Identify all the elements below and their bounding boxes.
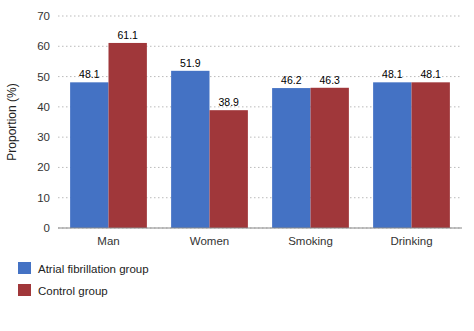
y-tick-label: 30	[37, 131, 50, 143]
y-tick-label: 40	[37, 101, 50, 113]
y-tick-label: 70	[37, 10, 50, 22]
legend: Atrial fibrillation group Control group	[18, 262, 149, 297]
data-label: 61.1	[117, 29, 138, 41]
y-tick-label: 60	[37, 40, 50, 52]
x-tick-label: Drinking	[390, 235, 432, 247]
data-label: 48.1	[420, 68, 441, 80]
legend-label: Atrial fibrillation group	[38, 263, 149, 275]
bar	[171, 71, 209, 228]
data-label: 38.9	[218, 96, 239, 108]
bar	[311, 88, 349, 228]
x-tick-label: Man	[97, 235, 119, 247]
x-tick-label: Women	[190, 235, 229, 247]
grid-line	[58, 228, 462, 229]
y-axis-label: Proportion (%)	[5, 83, 19, 160]
bar	[109, 43, 147, 228]
bar	[373, 82, 411, 228]
data-label: 48.1	[382, 68, 403, 80]
x-tick-label: Smoking	[288, 235, 333, 247]
legend-swatch	[18, 284, 31, 296]
data-label: 46.3	[319, 74, 340, 86]
grid	[58, 16, 462, 228]
data-label: 46.2	[281, 74, 302, 86]
y-tick-label: 0	[44, 222, 50, 234]
y-tick-label: 20	[37, 161, 50, 173]
bar	[70, 82, 108, 228]
x-axis-line	[58, 228, 462, 229]
bar	[210, 110, 248, 228]
bars	[70, 43, 450, 228]
chart: 0 10 20 30 40 50 60 70 Proportion (%) 48.1 51.9 46.…	[0, 0, 474, 331]
legend-swatch	[18, 262, 31, 274]
data-label: 51.9	[180, 57, 201, 69]
bar	[272, 88, 310, 228]
grid-line	[58, 16, 462, 17]
legend-label: Control group	[38, 285, 108, 297]
data-label: 48.1	[79, 68, 100, 80]
y-tick-label: 50	[37, 71, 50, 83]
bar	[412, 82, 450, 228]
y-tick-label: 10	[37, 192, 50, 204]
data-labels: 48.1 51.9 46.2 48.1 61.1 38.9 46.3 48.1	[79, 29, 441, 108]
